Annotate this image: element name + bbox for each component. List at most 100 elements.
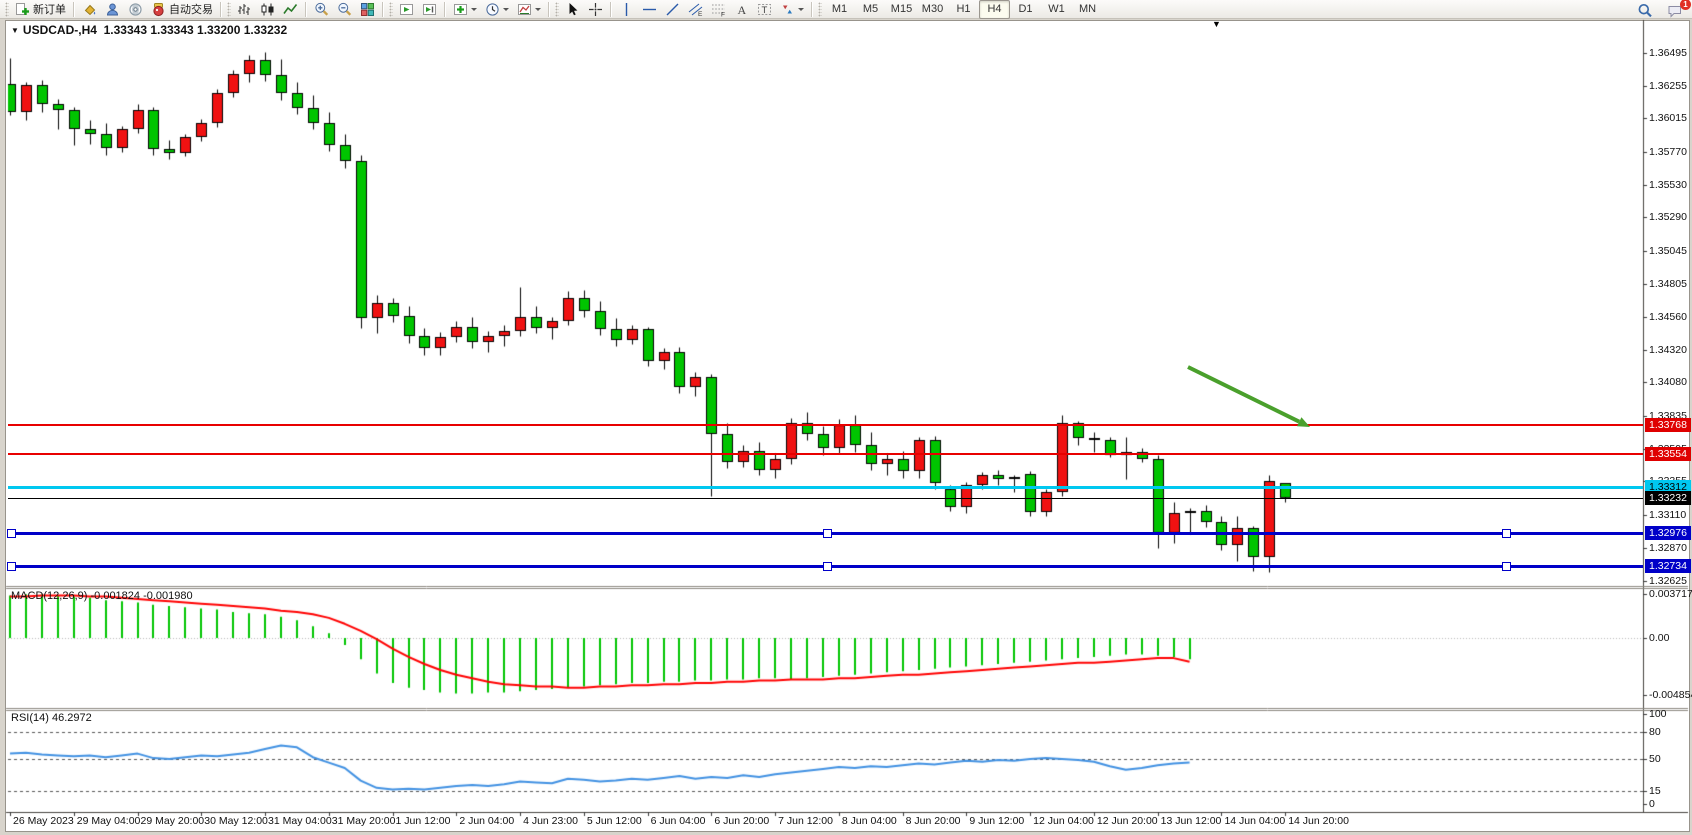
search-icon <box>1637 3 1653 19</box>
fibonacci-button[interactable]: F <box>707 0 730 19</box>
candlestick-chart-icon <box>260 2 275 17</box>
chart-shift-button[interactable] <box>418 0 441 19</box>
bid-price-label: 1.33232 <box>1645 491 1691 506</box>
chart-title: ▼ USDCAD-,H4 1.33343 1.33343 1.33200 1.33… <box>11 23 287 37</box>
autotrading-button[interactable]: 自动交易 <box>147 0 217 19</box>
candlestick-chart-button[interactable] <box>256 0 279 19</box>
chart-symbol-period: USDCAD-,H4 <box>22 23 97 37</box>
styles-button[interactable] <box>78 0 101 19</box>
line-chart-icon <box>283 2 298 17</box>
chevron-down-icon <box>471 8 477 14</box>
bid-price-line[interactable] <box>8 497 1643 499</box>
broadcast-icon <box>128 2 143 17</box>
text-button[interactable]: A <box>730 0 753 19</box>
timeframe-h1-button[interactable]: H1 <box>956 3 971 15</box>
bar-chart-icon <box>237 2 252 17</box>
timeframe-m15-button[interactable]: M15 <box>890 3 913 15</box>
cursor-icon <box>565 2 580 17</box>
fibonacci-icon: F <box>711 2 726 17</box>
notification-badge: 1 <box>1680 0 1691 10</box>
timeframe-h4-button[interactable]: H4 <box>979 0 1010 19</box>
equidistant-channel-button[interactable]: E <box>684 0 707 19</box>
chart-shift-icon <box>422 2 437 17</box>
horizontal-line-object[interactable] <box>8 453 1643 456</box>
templates-icon <box>517 2 532 17</box>
macd-indicator-label: MACD(12,26,9) -0.001824 -0.001980 <box>11 590 193 602</box>
timeframe-d1-button[interactable]: D1 <box>1018 3 1033 15</box>
line-price-label: 1.32976 <box>1645 526 1691 541</box>
new-order-icon <box>15 2 30 17</box>
profile-icon <box>105 2 120 17</box>
macd-main-value: -0.001824 <box>90 590 141 602</box>
periods-button[interactable] <box>481 0 513 19</box>
toolbar-separator <box>610 1 612 17</box>
line-selection-handle[interactable] <box>6 561 16 571</box>
clock-icon <box>485 2 500 17</box>
line-selection-handle[interactable] <box>822 528 832 538</box>
templates-button[interactable] <box>513 0 545 19</box>
auto-scroll-button[interactable] <box>395 0 418 19</box>
tile-windows-button[interactable] <box>356 0 379 19</box>
line-price-label: 1.33768 <box>1645 418 1691 432</box>
trendline-button[interactable] <box>661 0 684 19</box>
line-selection-handle[interactable] <box>1501 528 1511 538</box>
profile-button[interactable] <box>101 0 124 19</box>
bar-chart-button[interactable] <box>233 0 256 19</box>
arrows-button[interactable] <box>776 0 808 19</box>
timeframe-w1-button[interactable]: W1 <box>1048 3 1065 15</box>
timeframe-m5-button[interactable]: M5 <box>862 3 879 15</box>
trendline-icon <box>665 2 680 17</box>
tile-windows-icon <box>360 2 375 17</box>
rsi-name: RSI(14) <box>11 712 49 724</box>
indicators-add-icon <box>453 2 468 17</box>
zoom-out-icon <box>337 2 352 17</box>
line-selection-handle[interactable] <box>1501 561 1511 571</box>
text-icon: A <box>734 2 749 17</box>
horizontal-line-icon <box>642 2 657 17</box>
horizontal-line-button[interactable] <box>638 0 661 19</box>
timeframe-m30-button[interactable]: M30 <box>921 3 944 15</box>
svg-text:A: A <box>738 3 747 17</box>
chevron-down-icon <box>503 8 509 14</box>
line-selection-handle[interactable] <box>6 528 16 538</box>
cursor-button[interactable] <box>561 0 584 19</box>
zoom-in-button[interactable] <box>310 0 333 19</box>
vertical-line-button[interactable] <box>615 0 638 19</box>
svg-text:E: E <box>698 11 703 17</box>
timeframe-mn-button[interactable]: MN <box>1078 3 1097 15</box>
line-price-label: 1.32734 <box>1645 559 1691 574</box>
vertical-line-icon <box>619 2 634 17</box>
text-label-button[interactable]: T <box>753 0 776 19</box>
chevron-down-icon <box>535 8 541 14</box>
toolbar-grip <box>555 1 559 17</box>
chart-shift-marker[interactable]: ▼ <box>1212 19 1221 29</box>
indicators-button[interactable] <box>449 0 481 19</box>
toolbar-separator <box>305 1 307 17</box>
crosshair-button[interactable] <box>584 0 607 19</box>
broadcast-button[interactable] <box>124 0 147 19</box>
collapse-triangle-icon[interactable]: ▼ <box>11 26 19 35</box>
line-selection-handle[interactable] <box>822 561 832 571</box>
crosshair-icon <box>588 2 603 17</box>
macd-name: MACD(12,26,9) <box>11 590 88 602</box>
line-chart-button[interactable] <box>279 0 302 19</box>
community-button[interactable]: 1 <box>1663 0 1691 20</box>
new-order-button[interactable]: 新订单 <box>11 0 70 19</box>
svg-text:F: F <box>721 11 725 17</box>
toolbar-separator <box>382 1 384 17</box>
horizontal-line-object[interactable] <box>8 424 1643 426</box>
toolbar-grip <box>818 1 822 17</box>
chevron-down-icon <box>798 8 804 14</box>
line-price-label: 1.33312 <box>1645 480 1691 495</box>
macd-signal-value: -0.001980 <box>143 590 193 602</box>
zoom-out-button[interactable] <box>333 0 356 19</box>
paint-bucket-icon <box>82 2 97 17</box>
timeframe-m1-button[interactable]: M1 <box>831 3 848 15</box>
horizontal-line-object[interactable] <box>8 485 1643 489</box>
search-button[interactable] <box>1633 1 1657 20</box>
toolbar-separator <box>444 1 446 17</box>
toolbar-grip <box>227 1 231 17</box>
toolbar-grip <box>5 1 9 17</box>
